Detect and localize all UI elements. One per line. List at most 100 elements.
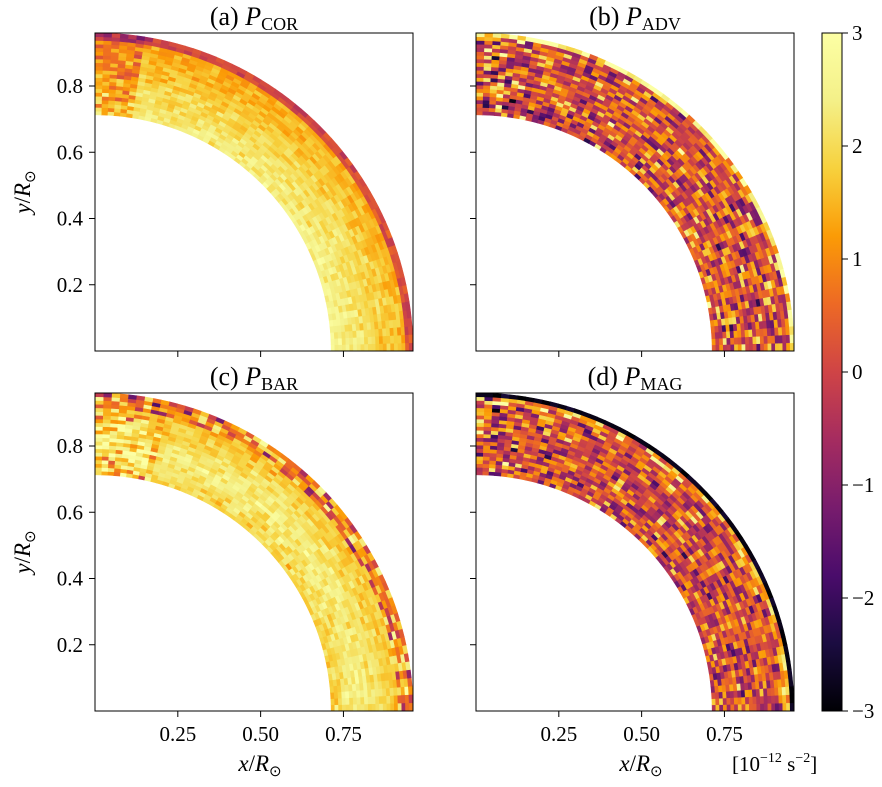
heatmap-cell (756, 695, 761, 704)
heatmap-cell (715, 704, 720, 711)
heatmap-cell (741, 336, 746, 345)
heatmap-cell (353, 343, 358, 351)
heatmap-cell (476, 103, 483, 108)
heatmap-cell (715, 337, 720, 346)
heatmap-cell (95, 51, 104, 56)
heatmap-cell (748, 343, 754, 351)
heatmap-cell (482, 433, 491, 439)
heatmap-cell (741, 696, 746, 705)
heatmap-cell (386, 702, 391, 711)
heatmap-cell (95, 33, 104, 38)
heatmap-cell (482, 441, 491, 446)
heatmap-cell (483, 47, 493, 53)
heatmap-cell (483, 43, 493, 49)
heatmap-cell (476, 429, 484, 435)
heatmap-cell (95, 58, 103, 64)
heatmap-cell (711, 338, 717, 346)
heatmap-cell (763, 343, 769, 351)
heatmap-cell (111, 393, 121, 399)
heatmap-cell (722, 337, 728, 345)
heatmap-cell (349, 703, 354, 711)
heatmap-cell (95, 415, 104, 420)
heatmap-cell (483, 426, 492, 431)
panel-a (89, 32, 414, 357)
heatmap-cell (748, 336, 754, 345)
heatmap-cell (386, 342, 391, 351)
heatmap-field (95, 33, 413, 351)
heatmap-cell (407, 685, 413, 695)
heatmap-cell (330, 344, 336, 351)
heatmap-cell (482, 463, 490, 469)
heatmap-cell (397, 702, 403, 711)
heatmap-cell (483, 40, 493, 45)
panel-frame (475, 32, 795, 352)
heatmap-cell (476, 92, 484, 97)
heatmap-cell (730, 697, 735, 705)
heatmap-cell (789, 334, 794, 344)
heatmap-cell (771, 702, 776, 711)
heatmap-cell (389, 335, 395, 344)
heatmap-cell (95, 43, 104, 49)
heatmap-cell (337, 697, 343, 705)
heatmap-cell (367, 703, 373, 711)
heatmap-cell (95, 470, 102, 476)
heatmap-cell (390, 342, 395, 351)
heatmap-cell (482, 452, 490, 457)
heatmap-cell (483, 33, 493, 38)
heatmap-cell (111, 33, 121, 39)
heatmap-cell (404, 334, 410, 344)
heatmap-cell (737, 336, 743, 345)
heatmap-cell (397, 334, 403, 344)
heatmap-cell (719, 704, 724, 711)
heatmap-cell (719, 344, 724, 351)
heatmap-cell (476, 418, 484, 424)
heatmap-cell (95, 437, 103, 442)
heatmap-cell (771, 342, 776, 351)
heatmap-cell (95, 429, 103, 435)
heatmap-cell (711, 344, 717, 351)
heatmap-cell (95, 99, 102, 105)
heatmap-cell (476, 107, 483, 112)
heatmap-cell (737, 343, 743, 351)
heatmap-cell (102, 62, 111, 68)
heatmap-cell (102, 36, 112, 42)
heatmap-cell (102, 40, 112, 45)
heatmap-cell (476, 95, 483, 101)
heatmap-cell (349, 697, 354, 705)
heatmap-cell (364, 703, 369, 711)
heatmap-cell (408, 342, 413, 351)
heatmap-cell (401, 334, 406, 344)
heatmap-cell (476, 455, 483, 461)
heatmap-cell (756, 335, 761, 344)
heatmap-cell (95, 411, 104, 416)
heatmap-cell (95, 459, 102, 465)
heatmap-cell (101, 88, 110, 94)
heatmap-cell (367, 696, 373, 705)
heatmap-cell (95, 107, 102, 112)
heatmap-cell (334, 344, 339, 351)
heatmap-cell (711, 698, 717, 706)
heatmap-cell (95, 433, 103, 439)
panel-b (470, 32, 795, 357)
heatmap-cell (476, 40, 485, 45)
heatmap-cell (382, 695, 388, 704)
heatmap-cell (404, 694, 410, 704)
heatmap-cell (482, 448, 491, 454)
heatmap-cell (406, 309, 412, 319)
panel-frame (94, 32, 414, 352)
heatmap-cell (741, 343, 746, 351)
heatmap-cell (476, 77, 484, 82)
heatmap-cell (482, 69, 492, 75)
heatmap-cell (101, 81, 110, 86)
heatmap-cell (338, 704, 343, 711)
heatmap-cell (483, 51, 492, 57)
heatmap-cell (95, 396, 104, 401)
heatmap-cell (375, 343, 380, 351)
heatmap-cell (393, 702, 399, 711)
panel-frame (94, 392, 414, 712)
heatmap-cell (760, 703, 765, 711)
heatmap-cell (733, 696, 739, 705)
heatmap-cell (476, 463, 483, 468)
heatmap-cell (734, 703, 739, 711)
